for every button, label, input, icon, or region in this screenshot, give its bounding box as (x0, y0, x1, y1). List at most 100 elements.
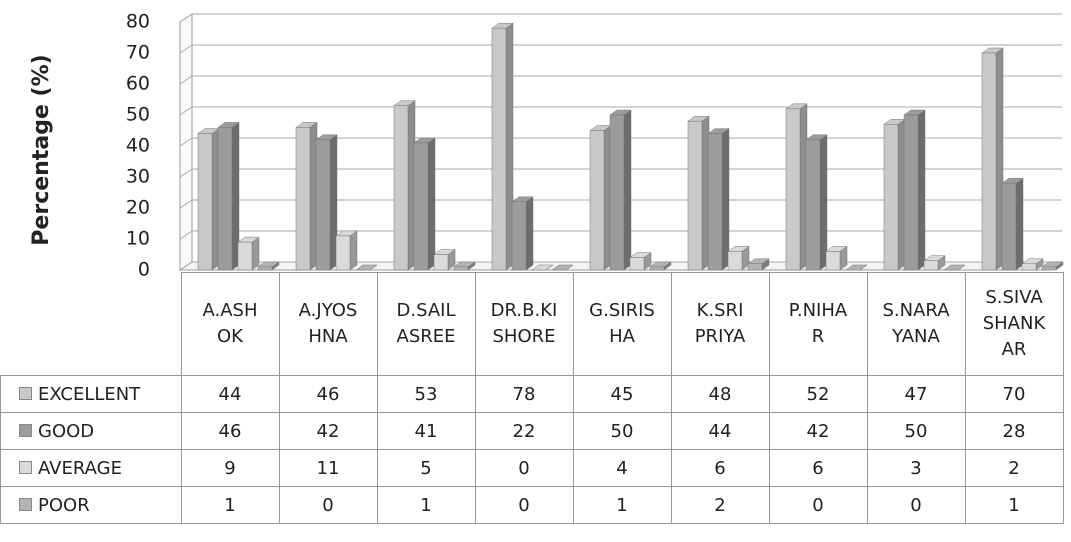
bar-side (427, 137, 436, 271)
data-label: 28 (964, 412, 1064, 450)
bar (197, 133, 213, 271)
grid-line (179, 75, 193, 85)
bar (707, 133, 723, 271)
category-label: DR.B.KI SHORE (474, 272, 574, 376)
bar (981, 52, 997, 271)
bar-side (721, 128, 730, 271)
bar (629, 257, 645, 271)
data-label: 0 (474, 486, 574, 524)
bar (923, 260, 939, 271)
data-label: 46 (180, 412, 280, 450)
table-row: A.ASH OK A.JYOS HNA D.SAIL ASREE DR.B.KI SH… (0, 272, 1064, 376)
data-label: 42 (278, 412, 378, 450)
data-label: 0 (866, 486, 966, 524)
data-label: 44 (670, 412, 770, 450)
y-tick-label: 70 (126, 42, 150, 64)
table-row: EXCELLENT 44 46 53 78 45 48 52 47 70 (0, 375, 1064, 413)
bar (883, 124, 899, 271)
grid-line (179, 230, 193, 240)
bar-top (355, 264, 378, 271)
bar (825, 251, 841, 271)
bar (785, 108, 801, 271)
legend-label: EXCELLENT (38, 383, 141, 405)
y-tick-label: 50 (126, 104, 150, 126)
data-label: 1 (964, 486, 1064, 524)
y-tick-label: 80 (126, 11, 150, 33)
category-label: A.ASH OK (180, 272, 280, 376)
bar (511, 201, 527, 271)
y-tick-label: 30 (126, 166, 150, 188)
data-label: 48 (670, 375, 770, 413)
bar (491, 27, 507, 271)
grid-line (179, 137, 193, 147)
legend-swatch (19, 497, 32, 511)
data-label: 1 (180, 486, 280, 524)
bar (687, 120, 703, 271)
table-row: AVERAGE 9 11 5 0 4 6 6 3 2 (0, 449, 1064, 487)
y-tick-label: 20 (126, 197, 150, 219)
data-label: 22 (474, 412, 574, 450)
category-label: P.NIHA R (768, 272, 868, 376)
bar (453, 266, 469, 271)
data-label: 42 (768, 412, 868, 450)
bar-side (917, 109, 926, 271)
bar (393, 105, 409, 271)
bar (747, 263, 763, 271)
bar-side (623, 109, 632, 271)
legend-swatch (19, 460, 32, 474)
legend-entry: AVERAGE (0, 449, 182, 487)
bar (589, 130, 605, 271)
table-corner (0, 272, 182, 376)
grid-line (179, 44, 193, 54)
data-label: 3 (866, 449, 966, 487)
data-label: 50 (866, 412, 966, 450)
category-label: S.SIVA SHANK AR (964, 272, 1064, 376)
data-label: 46 (278, 375, 378, 413)
data-label: 2 (670, 486, 770, 524)
bar (257, 266, 273, 271)
data-label: 0 (474, 449, 574, 487)
bar (315, 139, 331, 271)
bar-side (525, 196, 534, 271)
bar (295, 127, 311, 271)
grid-line (179, 168, 193, 178)
data-label: 52 (768, 375, 868, 413)
bar (217, 127, 233, 271)
data-label: 11 (278, 449, 378, 487)
data-label: 47 (866, 375, 966, 413)
y-tick-label: 40 (126, 135, 150, 157)
bar (805, 139, 821, 271)
data-label: 1 (572, 486, 672, 524)
bar-top (531, 264, 554, 271)
y-tick-label: 10 (126, 228, 150, 250)
bar-side (1015, 177, 1024, 271)
legend-label: GOOD (38, 420, 95, 442)
data-label: 78 (474, 375, 574, 413)
bar (1001, 182, 1017, 271)
grid-line (179, 261, 193, 271)
data-label: 53 (376, 375, 476, 413)
table-row: POOR 1 0 1 0 1 2 0 0 1 (0, 486, 1064, 524)
bar (1021, 263, 1037, 271)
legend-entry: EXCELLENT (0, 375, 182, 413)
bar-side (349, 230, 358, 271)
data-label: 41 (376, 412, 476, 450)
bar (649, 266, 665, 271)
bar (433, 254, 449, 271)
data-label: 6 (768, 449, 868, 487)
legend-swatch (19, 386, 32, 400)
bar-top (845, 264, 868, 271)
y-tick-label: 60 (126, 73, 150, 95)
bar (413, 142, 429, 271)
legend-label: POOR (38, 494, 90, 516)
category-label: S.NARA YANA (866, 272, 966, 376)
bar-top (943, 264, 966, 271)
legend-entry: POOR (0, 486, 182, 524)
grid-line (179, 13, 193, 23)
bar (1041, 266, 1057, 271)
category-label: A.JYOS HNA (278, 272, 378, 376)
data-label: 1 (376, 486, 476, 524)
category-label: D.SAIL ASREE (376, 272, 476, 376)
data-label: 2 (964, 449, 1064, 487)
